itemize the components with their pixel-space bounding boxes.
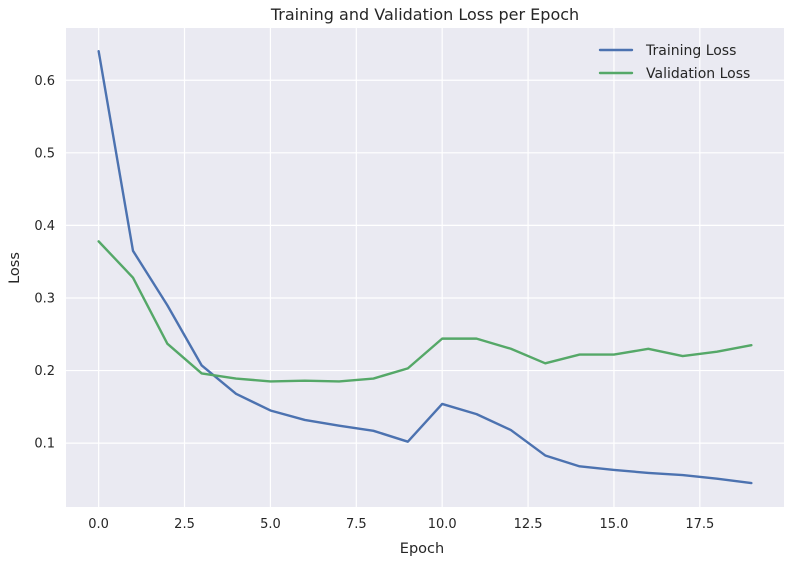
y-tick-label: 0.1 (34, 437, 55, 452)
y-tick-label: 0.6 (34, 74, 55, 89)
x-axis-label: Epoch (400, 541, 444, 557)
x-tick-label: 5.0 (260, 517, 281, 532)
y-tick-label: 0.5 (34, 146, 55, 161)
legend-label-validation: Validation Loss (646, 66, 750, 82)
y-tick-label: 0.3 (34, 291, 55, 306)
x-tick-label: 0.0 (88, 517, 109, 532)
y-axis-label: Loss (7, 252, 23, 284)
y-tick-label: 0.2 (34, 364, 55, 379)
x-tick-label: 10.0 (428, 517, 457, 532)
chart-title: Training and Validation Loss per Epoch (270, 5, 579, 24)
x-tick-label: 12.5 (514, 517, 543, 532)
x-tick-label: 7.5 (346, 517, 367, 532)
validation-loss-line (97, 240, 753, 383)
y-tick-label: 0.4 (34, 219, 55, 234)
plot-area (66, 28, 784, 507)
x-tick-label: 15.0 (599, 517, 628, 532)
legend-label-training: Training Loss (645, 43, 736, 59)
legend: Training Loss Validation Loss (598, 43, 750, 82)
x-tick-label: 17.5 (685, 517, 714, 532)
training-loss-line (97, 50, 753, 485)
x-tick-label: 2.5 (174, 517, 195, 532)
